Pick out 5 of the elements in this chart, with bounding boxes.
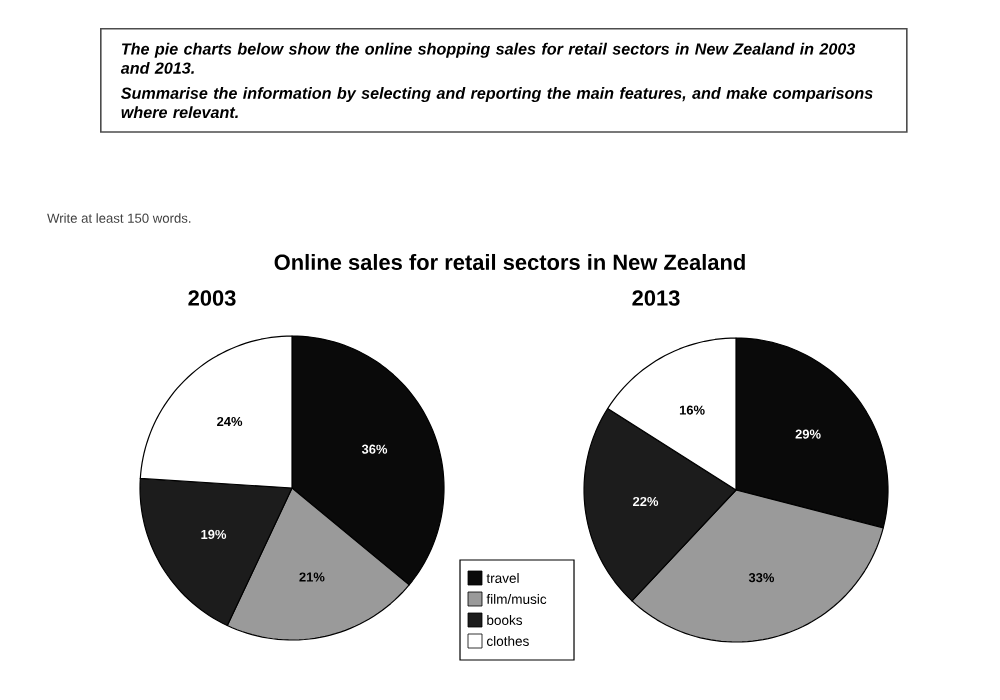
chart-title: Online sales for retail sectors in New Zealand <box>274 253 745 271</box>
text: The pie charts below show the online shopping sales for retail sectors in New Zealand in 2003 and 2013. <box>120 42 856 74</box>
text: Summarise the information by selecting and reporting the main features, and make comparisons where relevant. <box>121 87 873 119</box>
chart-subtitle: 2003 <box>188 290 236 306</box>
chart-title: 2013 <box>632 290 680 306</box>
